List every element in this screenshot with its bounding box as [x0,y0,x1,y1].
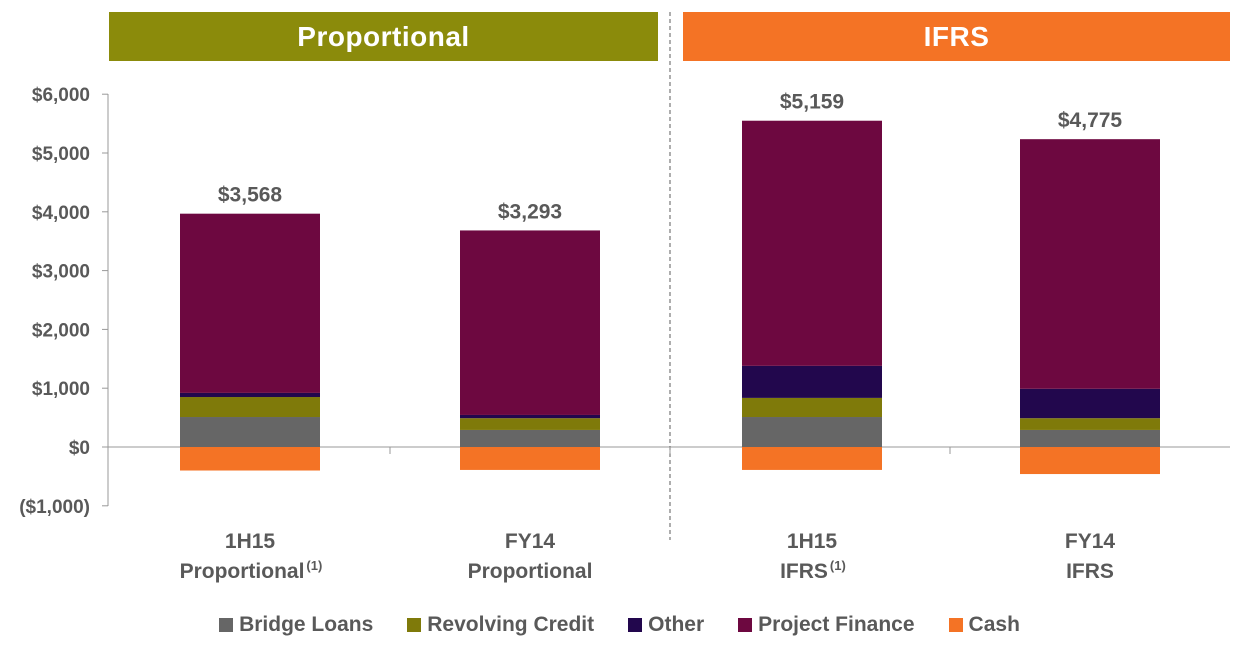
bar-segment-other [1020,388,1160,419]
bar-segment-bridge-loans [742,417,882,447]
bar-segment-bridge-loans [460,429,600,447]
category-label-line2: IFRS [1066,560,1114,583]
legend-swatch [738,618,753,632]
y-tick-label: $1,000 [32,379,90,400]
y-tick-label: $6,000 [32,85,90,106]
y-tick-label: $4,000 [32,203,90,224]
category-label-line1: FY14 [505,530,556,553]
stacked-bar-chart: $6,000 $5,000 $4,000 $3,000 $2,000 $1,000 $0 ($… [19,12,1230,583]
bar-segment-bridge-loans [1020,429,1160,447]
y-tick-label: $5,000 [32,144,90,165]
category-label-line1: FY14 [1065,530,1116,553]
bar-segment-other [460,414,600,419]
total-label: $3,293 [498,200,562,223]
bar-segment-bridge-loans [180,417,320,447]
legend-label: Other [648,613,705,636]
category-label-line2: IFRS [780,560,828,583]
bar-segment-revolving-credit [460,418,600,430]
legend-label: Revolving Credit [427,613,595,636]
y-tick-label: ($1,000) [19,497,90,518]
legend-swatch [407,618,422,632]
legend-item: Revolving Credit [407,613,594,637]
legend-swatch [948,618,963,632]
y-tick-label: $2,000 [32,320,90,341]
legend-item: Other [628,613,704,637]
category-label-line1: 1H15 [225,530,276,553]
bar-segment-revolving-credit [180,397,320,418]
bar-segment-revolving-credit [742,397,882,418]
bar-segment-cash [742,447,882,470]
legend-item: Cash [948,613,1020,637]
bar-segment-project-finance [460,230,600,415]
bar-segment-project-finance [180,213,320,393]
legend-item: Bridge Loans [219,613,373,637]
bar-segment-project-finance [1020,139,1160,389]
bar-segment-project-finance [742,120,882,366]
header-ifrs: IFRS [683,12,1230,61]
legend-swatch [628,618,643,632]
footnote-marker: (1) [830,558,846,573]
footnote-marker: (1) [306,558,322,573]
bar-segment-cash [1020,447,1160,475]
legend-label: Cash [968,613,1020,636]
y-tick-label: $0 [69,438,90,459]
legend-label: Project Finance [758,613,915,636]
bar-segment-revolving-credit [1020,418,1160,430]
category-label-line2: Proportional [180,560,305,583]
legend: Bridge Loans Revolving Credit Other Project… [0,613,1239,637]
y-tick-label: $3,000 [32,262,90,283]
category-label-line2: Proportional [468,560,593,583]
bar-segment-other [180,392,320,398]
legend-item: Project Finance [738,613,915,637]
total-label: $5,159 [780,91,844,114]
legend-swatch [219,618,234,632]
bar-segment-other [742,365,882,398]
legend-label: Bridge Loans [239,613,374,636]
header-proportional: Proportional [109,12,658,61]
category-label-line1: 1H15 [787,530,838,553]
total-label: $3,568 [218,184,283,207]
total-label: $4,775 [1058,109,1123,132]
bar-segment-cash [460,447,600,470]
bar-segment-cash [180,447,320,471]
